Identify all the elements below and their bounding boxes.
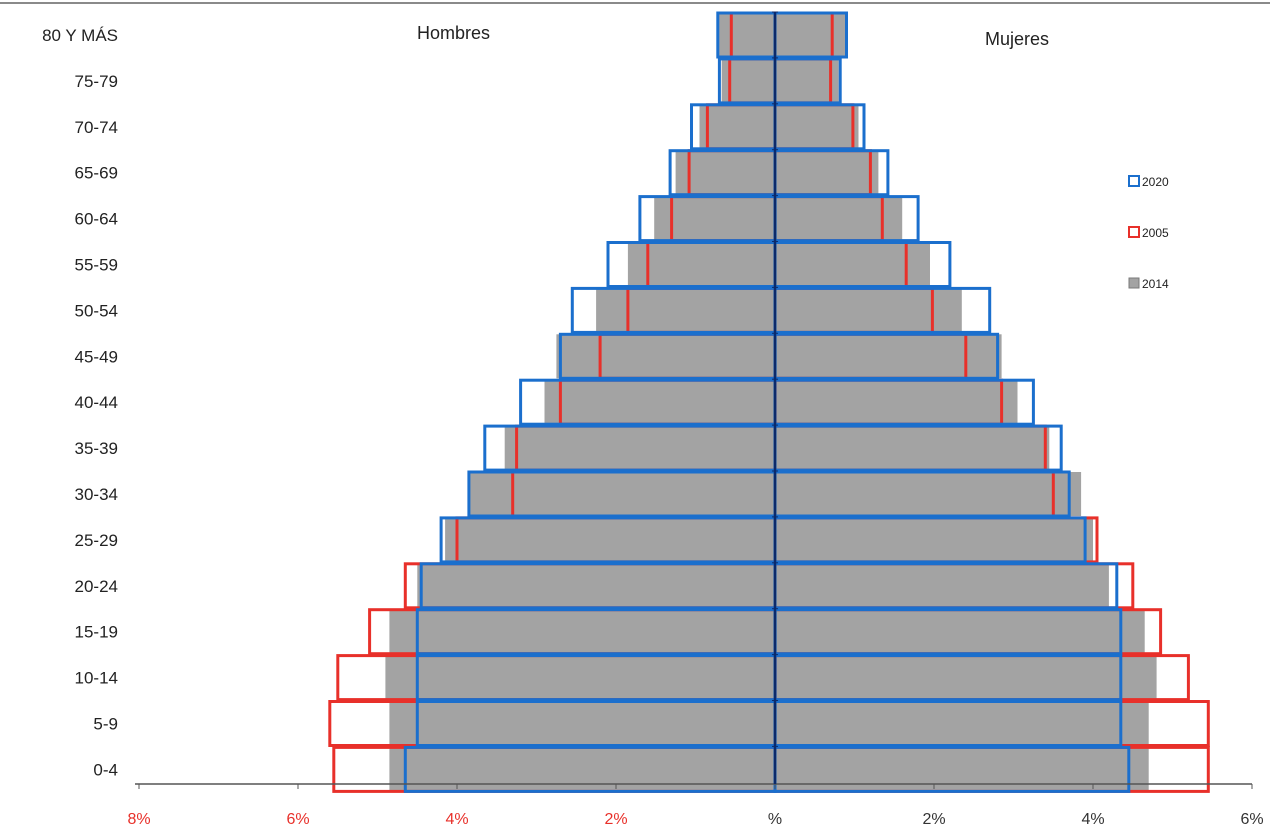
bar-2014-men-80-y-m-s — [717, 13, 775, 57]
bar-2014-women-30-34 — [775, 472, 1082, 516]
bar-2014-women-65-69 — [775, 150, 879, 195]
bar-2014-men-45-49 — [556, 334, 775, 379]
legend-swatch-2014 — [1128, 277, 1140, 289]
bar-2014-men-50-54 — [596, 288, 775, 333]
bar-2014-men-5-9 — [389, 701, 775, 746]
category-label: 10-14 — [75, 669, 118, 688]
bar-2014-women-80-y-m-s — [775, 13, 847, 57]
bar-2014-men-10-14 — [385, 655, 775, 700]
bar-2014-men-60-64 — [654, 196, 775, 241]
bar-2014-women-75-79 — [775, 58, 839, 103]
x-tick-label: 2% — [604, 811, 627, 828]
right-side-label: Mujeres — [985, 29, 1049, 49]
axes — [135, 11, 1253, 789]
bar-2014-men-0-4 — [389, 747, 775, 792]
category-label: 65-69 — [75, 164, 118, 183]
series-2014-bars — [385, 13, 1157, 792]
category-label: 40-44 — [75, 393, 118, 412]
bar-2014-men-35-39 — [504, 426, 775, 471]
bar-2014-women-25-29 — [775, 517, 1093, 562]
bar-2014-men-20-24 — [417, 563, 776, 608]
bar-2014-men-40-44 — [544, 380, 775, 425]
bar-2014-men-25-29 — [445, 517, 775, 562]
legend-swatch-2005 — [1128, 226, 1140, 238]
bar-2014-women-10-14 — [775, 655, 1157, 700]
category-label: 0-4 — [93, 760, 118, 779]
left-side-label: Hombres — [417, 23, 490, 43]
category-label: 30-34 — [75, 485, 118, 504]
legend-label-2005: 2005 — [1142, 226, 1169, 240]
bar-2014-women-15-19 — [775, 609, 1145, 654]
category-label: 55-59 — [75, 255, 118, 274]
x-tick-label: 4% — [1081, 811, 1104, 828]
bar-2014-women-45-49 — [775, 334, 1002, 379]
bar-2014-women-70-74 — [775, 104, 859, 149]
bar-2014-women-5-9 — [775, 701, 1149, 746]
category-label: 25-29 — [75, 531, 118, 550]
x-tick-label: 2% — [922, 811, 945, 828]
legend-label-2014: 2014 — [1142, 277, 1169, 291]
bar-2014-women-50-54 — [775, 288, 962, 333]
category-label: 60-64 — [75, 210, 118, 229]
category-label: 45-49 — [75, 347, 118, 366]
x-tick-label: 8% — [127, 811, 150, 828]
bar-2014-women-35-39 — [775, 426, 1050, 471]
category-label: 20-24 — [75, 577, 118, 596]
category-label: 50-54 — [75, 301, 118, 320]
category-label: 80 Y MÁS — [42, 26, 118, 45]
x-tick-label: 6% — [286, 811, 309, 828]
bar-2014-men-65-69 — [675, 150, 775, 195]
x-tick-labels: 8% 6% 4% 2%% 2% 4% 6% — [127, 811, 1263, 828]
category-labels: 80 Y MÁS 75-79 70-74 65-69 60-64 55-59 50-54 45… — [42, 26, 118, 779]
category-label: 70-74 — [75, 118, 118, 137]
legend: 2020 2005 2014 — [1128, 175, 1169, 291]
legend-swatch-2020 — [1128, 175, 1140, 187]
category-label: 35-39 — [75, 439, 118, 458]
bar-2014-men-70-74 — [699, 104, 775, 149]
bar-2014-women-20-24 — [775, 563, 1109, 608]
x-tick-label: 4% — [445, 811, 468, 828]
bar-2014-men-55-59 — [627, 242, 775, 287]
bar-2014-women-55-59 — [775, 242, 930, 287]
category-label: 15-19 — [75, 623, 118, 642]
legend-label-2020: 2020 — [1142, 175, 1169, 189]
bar-2014-women-40-44 — [775, 380, 1018, 425]
category-label: 5-9 — [93, 715, 118, 734]
bar-2014-men-15-19 — [389, 609, 775, 654]
x-tick-label: % — [768, 811, 782, 828]
bar-2014-men-30-34 — [468, 472, 775, 516]
category-label: 75-79 — [75, 72, 118, 91]
x-tick-label: 6% — [1240, 811, 1263, 828]
